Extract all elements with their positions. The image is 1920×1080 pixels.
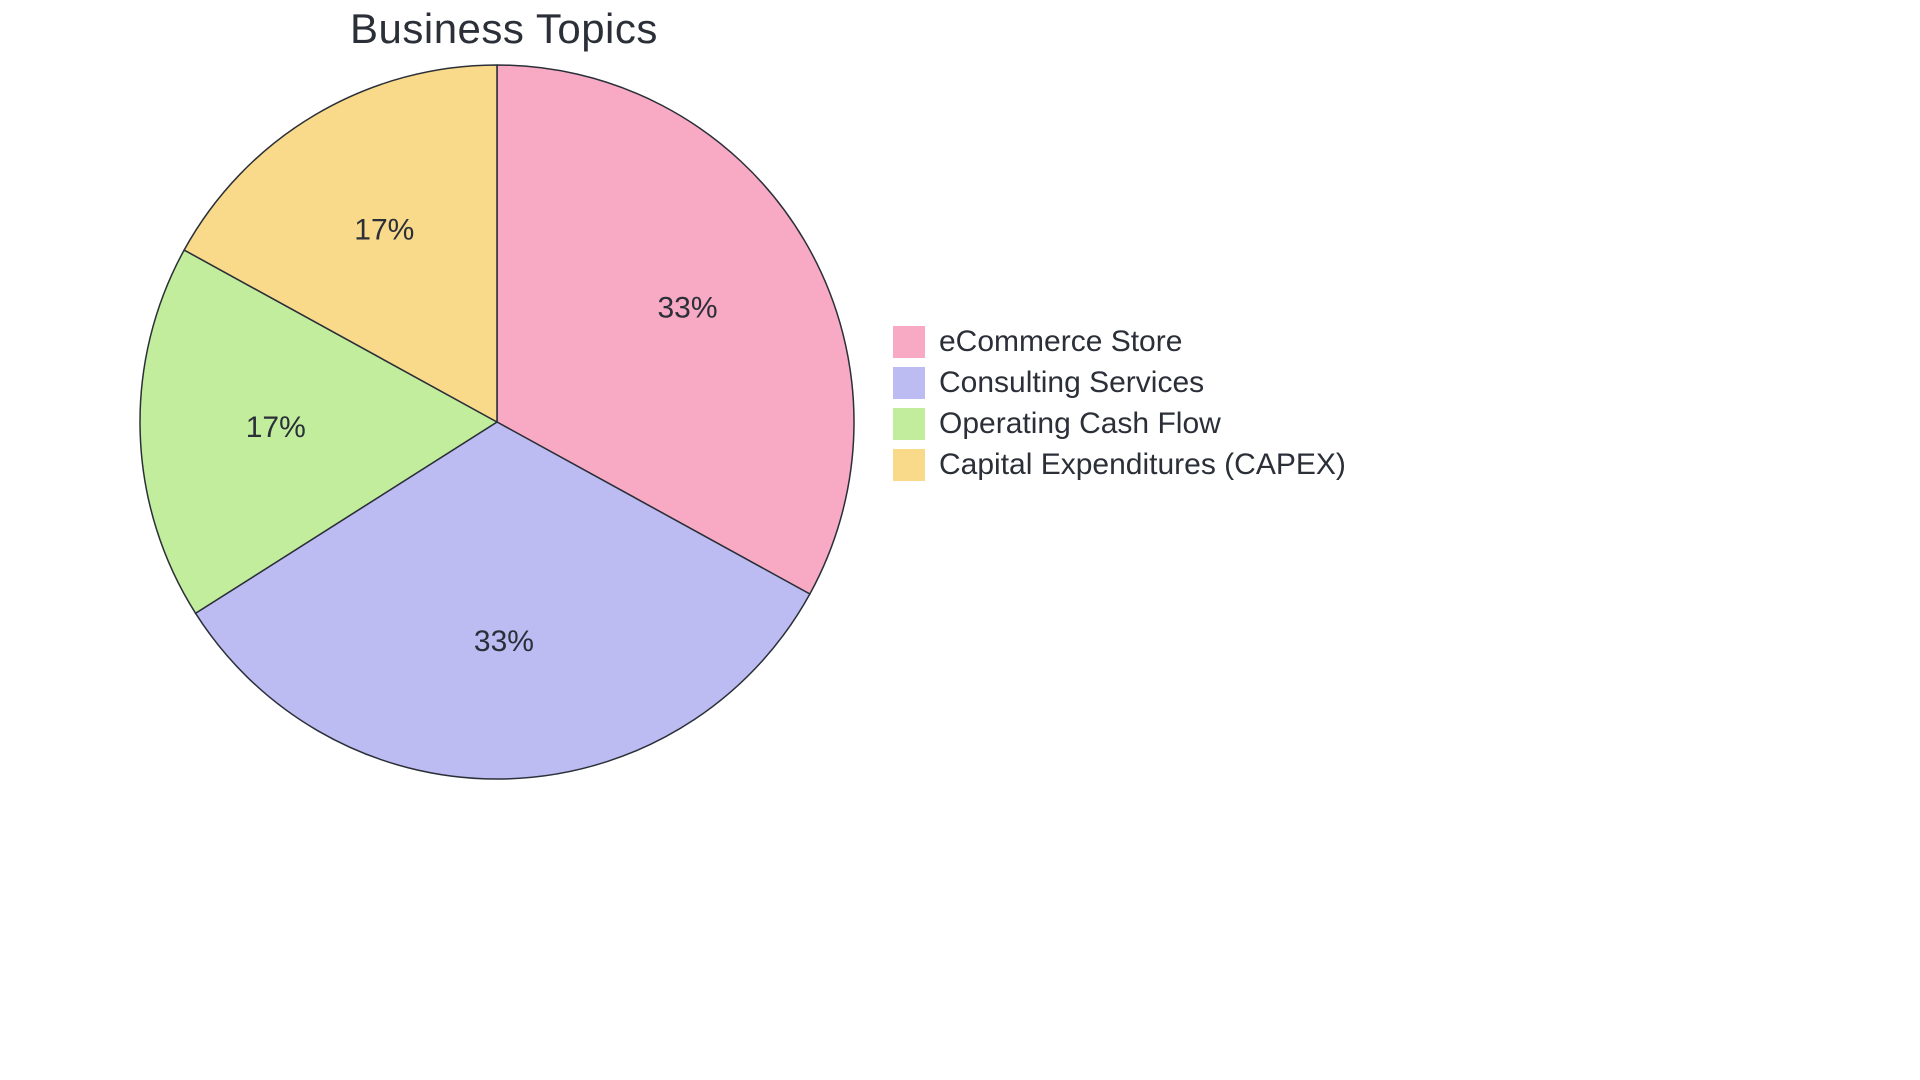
legend-swatch bbox=[893, 449, 925, 481]
legend-swatch bbox=[893, 326, 925, 358]
legend-label: eCommerce Store bbox=[939, 325, 1182, 359]
pie-slice-label: 33% bbox=[474, 625, 534, 658]
legend-swatch bbox=[893, 367, 925, 399]
legend: eCommerce Store Consulting Services Operat… bbox=[893, 325, 1346, 489]
pie-chart: 33% 33% 17% 17% bbox=[0, 0, 1920, 1080]
pie-slice-label: 17% bbox=[246, 411, 306, 444]
legend-label: Consulting Services bbox=[939, 366, 1204, 400]
legend-item: Consulting Services bbox=[893, 366, 1346, 400]
legend-item: Capital Expenditures (CAPEX) bbox=[893, 448, 1346, 482]
pie-slice-label: 17% bbox=[354, 213, 414, 246]
legend-swatch bbox=[893, 408, 925, 440]
chart-stage: Business Topics 33%33%17%17% eCommerce S… bbox=[0, 0, 1920, 1080]
legend-item: eCommerce Store bbox=[893, 325, 1346, 359]
legend-item: Operating Cash Flow bbox=[893, 407, 1346, 441]
legend-label: Operating Cash Flow bbox=[939, 407, 1221, 441]
legend-label: Capital Expenditures (CAPEX) bbox=[939, 448, 1346, 482]
pie-slice-label: 33% bbox=[657, 291, 717, 324]
